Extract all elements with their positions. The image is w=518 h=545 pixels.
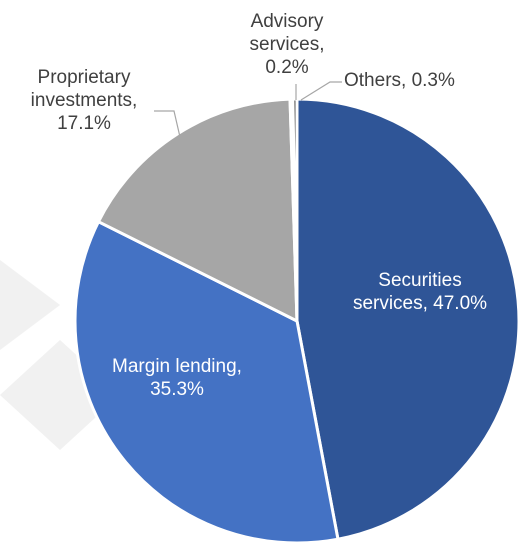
- label-line: Margin lending,: [112, 356, 242, 377]
- label-line: Securities: [378, 270, 461, 291]
- slice-margin-lending: [73, 219, 340, 545]
- leader-lines: [154, 81, 342, 138]
- leader-others: [300, 81, 342, 101]
- label-line: Others, 0.3%: [344, 70, 455, 91]
- slice-proprietary-investments: [96, 97, 299, 324]
- label-margin-lending: Margin lending, 35.3%: [112, 356, 242, 400]
- pie-slices: [73, 97, 518, 545]
- leader-proprietary-investments: [154, 110, 181, 138]
- label-line: 0.2%: [265, 57, 308, 78]
- label-advisory-services: Advisory services, 0.2%: [250, 11, 325, 78]
- label-line: Proprietary: [38, 67, 131, 88]
- label-line: 35.3%: [150, 379, 204, 400]
- label-line: Advisory: [251, 11, 324, 32]
- slice-securities-services: [295, 97, 518, 541]
- label-proprietary-investments: Proprietary investments, 17.1%: [31, 67, 138, 134]
- label-securities-services: Securities services, 47.0%: [353, 270, 487, 314]
- slice-others: [291, 97, 299, 322]
- label-line: investments,: [31, 90, 138, 111]
- label-line: services,: [250, 34, 325, 55]
- label-line: 17.1%: [57, 113, 111, 134]
- background-shape-top: [0, 260, 60, 350]
- slice-labels: Securities services, 47.0% Margin lending,…: [31, 11, 487, 400]
- label-line: services, 47.0%: [353, 293, 487, 314]
- label-others: Others, 0.3%: [344, 70, 455, 91]
